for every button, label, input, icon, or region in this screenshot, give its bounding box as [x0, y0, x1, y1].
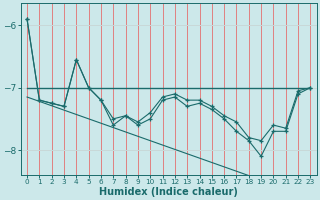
X-axis label: Humidex (Indice chaleur): Humidex (Indice chaleur)	[99, 187, 238, 197]
